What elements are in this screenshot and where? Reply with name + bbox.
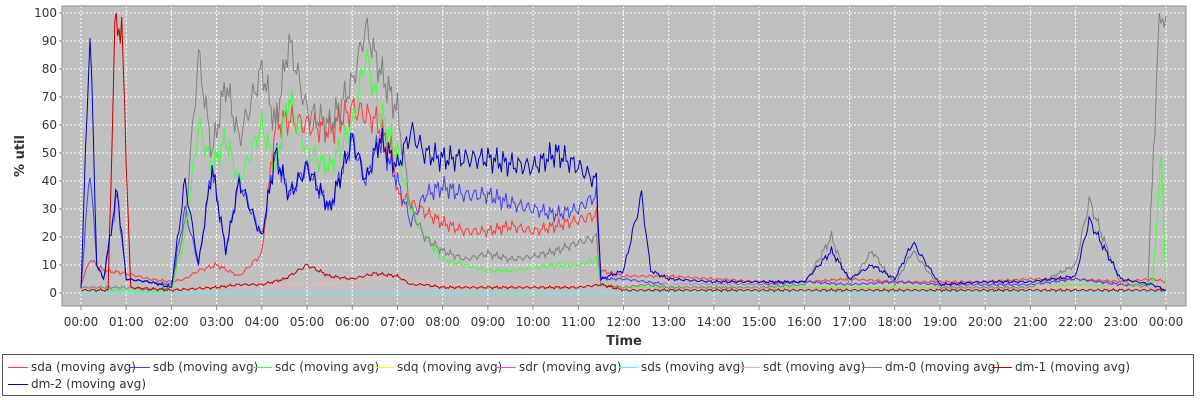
x-tick-label: 21:00 xyxy=(1013,315,1048,329)
legend-swatch xyxy=(496,367,516,368)
x-tick-label: 07:00 xyxy=(380,315,415,329)
x-tick-label: 06:00 xyxy=(335,315,370,329)
legend-swatch xyxy=(8,367,28,368)
series-line xyxy=(80,38,1167,291)
legend-swatch xyxy=(374,367,394,368)
legend-swatch xyxy=(618,367,638,368)
x-tick-label: 09:00 xyxy=(471,315,506,329)
x-tick-label: 20:00 xyxy=(968,315,1003,329)
legend-swatch xyxy=(8,384,28,385)
x-tick-label: 02:00 xyxy=(154,315,189,329)
x-tick-label: 17:00 xyxy=(832,315,867,329)
x-tick-label: 01:00 xyxy=(109,315,144,329)
legend-label: sdr (moving avg) xyxy=(519,360,622,374)
x-tick-label: 16:00 xyxy=(787,315,822,329)
y-tick-label: 10 xyxy=(42,258,57,272)
x-tick-label: 11:00 xyxy=(561,315,596,329)
x-tick-label: 10:00 xyxy=(516,315,551,329)
y-tick-label: 30 xyxy=(42,202,57,216)
x-tick-label: 23:00 xyxy=(1103,315,1138,329)
x-tick-label: 12:00 xyxy=(606,315,641,329)
legend-swatch xyxy=(252,367,272,368)
y-tick-label: 80 xyxy=(42,62,57,76)
y-tick-label: 70 xyxy=(42,90,57,104)
x-tick-label: 13:00 xyxy=(651,315,686,329)
x-axis-title: Time xyxy=(606,334,642,349)
y-tick-label: 100 xyxy=(34,6,57,20)
x-tick-label: 05:00 xyxy=(290,315,325,329)
x-tick-label: 00:00 xyxy=(1149,315,1184,329)
x-tick-label: 04:00 xyxy=(245,315,280,329)
legend-swatch xyxy=(740,367,760,368)
y-tick-label: 50 xyxy=(42,146,57,160)
x-tick-label: 14:00 xyxy=(697,315,732,329)
x-tick-label: 18:00 xyxy=(877,315,912,329)
x-axis: 00:00 01:00 02:00 03:00 04:00 05:00 06:00 07:00… xyxy=(64,306,1184,329)
x-tick-label: 03:00 xyxy=(199,315,234,329)
x-tick-label: 19:00 xyxy=(923,315,958,329)
y-tick-label: 0 xyxy=(49,286,57,300)
legend-swatch xyxy=(992,367,1012,368)
series-line xyxy=(80,12,1167,292)
y-tick-label: 90 xyxy=(42,34,57,48)
legend-label: sdq (moving avg) xyxy=(397,360,503,374)
x-tick-label: 15:00 xyxy=(742,315,777,329)
series-line xyxy=(80,133,1167,290)
legend-swatch xyxy=(862,367,882,368)
chart-svg: 0 10 20 30 40 50 60 70 80 90 100 00:00 01:00 02:00 03… xyxy=(13,5,1187,349)
series-line xyxy=(80,12,1167,293)
y-tick-label: 20 xyxy=(42,230,57,244)
legend-label: sds (moving avg) xyxy=(641,360,745,374)
legend-swatch xyxy=(130,367,150,368)
y-tick-label: 40 xyxy=(42,174,57,188)
series-group xyxy=(80,12,1167,294)
y-axis: 0 10 20 30 40 50 60 70 80 90 100 xyxy=(34,6,62,300)
x-tick-label: 22:00 xyxy=(1058,315,1093,329)
legend: sda (moving avg) sdb (moving avg) sdc (mov… xyxy=(2,354,1194,396)
legend-label: sdb (moving avg) xyxy=(153,360,259,374)
legend-label: sda (moving avg) xyxy=(31,360,136,374)
legend-label: sdc (moving avg) xyxy=(275,360,380,374)
y-tick-label: 60 xyxy=(42,118,57,132)
x-tick-label: 00:00 xyxy=(64,315,99,329)
legend-label: dm-1 (moving avg) xyxy=(1015,360,1131,374)
legend-label: dm-0 (moving avg) xyxy=(885,360,1001,374)
legend-label: dm-2 (moving avg) xyxy=(31,377,147,391)
x-tick-label: 08:00 xyxy=(425,315,460,329)
y-axis-title: % util xyxy=(13,135,28,177)
legend-label: sdt (moving avg) xyxy=(763,360,866,374)
